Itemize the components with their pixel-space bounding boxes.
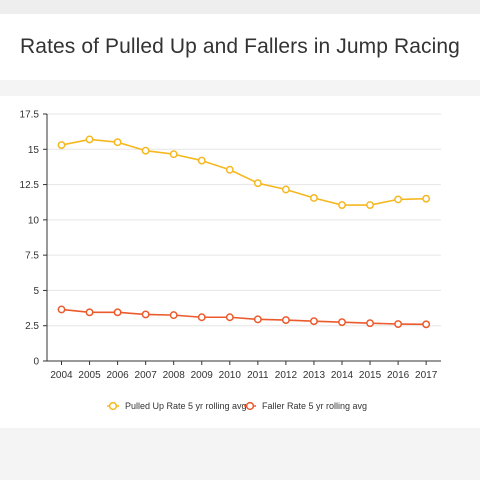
data-point[interactable]: [253, 179, 262, 188]
series-line: [61, 308, 427, 326]
series-faller: [57, 305, 431, 329]
legend-marker-icon: [108, 401, 118, 411]
data-point[interactable]: [85, 308, 94, 317]
gap-band: [0, 80, 480, 96]
x-tick-label: 2014: [331, 370, 354, 381]
data-point[interactable]: [197, 313, 206, 322]
legend-item[interactable]: Pulled Up Rate 5 yr rolling avg: [107, 401, 247, 411]
data-point[interactable]: [225, 313, 234, 322]
x-tick-label: 2015: [359, 370, 382, 381]
data-point[interactable]: [253, 315, 262, 324]
y-tick-label: 0: [33, 357, 39, 368]
x-tick-label: 2005: [78, 370, 101, 381]
top-strip: [0, 0, 480, 14]
data-point[interactable]: [197, 156, 206, 165]
y-tick-label: 10: [28, 215, 40, 226]
series-pulled-up: [57, 135, 431, 209]
y-tick-label: 2.5: [25, 321, 39, 332]
data-point[interactable]: [366, 201, 374, 209]
grid-lines: [47, 113, 441, 327]
x-tick-label: 2010: [219, 370, 242, 381]
legend-label: Faller Rate 5 yr rolling avg: [262, 401, 367, 411]
data-point[interactable]: [57, 141, 66, 150]
data-point[interactable]: [310, 317, 318, 326]
bottom-band: [0, 428, 480, 480]
data-point[interactable]: [57, 305, 66, 314]
chart-panel: [0, 96, 480, 428]
x-tick-label: 2004: [50, 370, 73, 381]
legend-label: Pulled Up Rate 5 yr rolling avg: [125, 401, 247, 411]
data-point[interactable]: [141, 146, 150, 155]
data-point[interactable]: [338, 201, 346, 209]
y-tick-label: 7.5: [25, 251, 39, 262]
data-point[interactable]: [422, 320, 431, 329]
legend[interactable]: Pulled Up Rate 5 yr rolling avg Faller Ra…: [107, 401, 367, 411]
legend-item[interactable]: Faller Rate 5 yr rolling avg: [244, 401, 367, 411]
data-point[interactable]: [394, 195, 403, 204]
x-tick-label: 2016: [387, 370, 410, 381]
x-tick-label: 2009: [191, 370, 214, 381]
title-band: Rates of Pulled Up and Fallers in Jump R…: [0, 14, 480, 80]
data-point[interactable]: [394, 320, 403, 328]
data-point[interactable]: [113, 308, 122, 317]
data-point[interactable]: [225, 165, 234, 174]
x-tick-label: 2013: [303, 370, 326, 381]
series-line: [61, 138, 427, 206]
x-tick-label: 2017: [415, 370, 438, 381]
series-group: [57, 135, 431, 329]
x-tick-label: 2011: [247, 370, 269, 381]
x-tick-label: 2006: [106, 370, 129, 381]
y-tick-label: 15: [28, 145, 40, 156]
data-point[interactable]: [310, 194, 318, 202]
y-tick-label: 5: [33, 286, 39, 297]
data-point[interactable]: [169, 311, 178, 320]
data-point[interactable]: [113, 138, 122, 147]
data-point[interactable]: [169, 150, 178, 159]
axes: [43, 113, 441, 365]
x-tick-label: 2008: [163, 370, 186, 381]
data-point[interactable]: [366, 319, 374, 328]
x-tick-label: 2007: [135, 370, 158, 381]
data-point[interactable]: [281, 185, 290, 194]
chart-title: Rates of Pulled Up and Fallers in Jump R…: [20, 35, 460, 58]
data-point[interactable]: [85, 135, 94, 144]
x-tick-labels: 2004 2005 2006 2007 2008 2009 2010 2011 2012 2013…: [50, 370, 437, 381]
y-tick-label: 12.5: [20, 180, 40, 191]
legend-marker-icon: [245, 401, 255, 411]
data-point[interactable]: [338, 318, 346, 327]
data-point[interactable]: [281, 316, 290, 325]
y-tick-labels: 0 2.5 5 7.5 10 12.5 15 17.5: [20, 110, 40, 368]
y-tick-label: 17.5: [20, 110, 40, 121]
data-point[interactable]: [422, 194, 431, 203]
data-point[interactable]: [141, 310, 150, 319]
x-tick-label: 2012: [275, 370, 298, 381]
